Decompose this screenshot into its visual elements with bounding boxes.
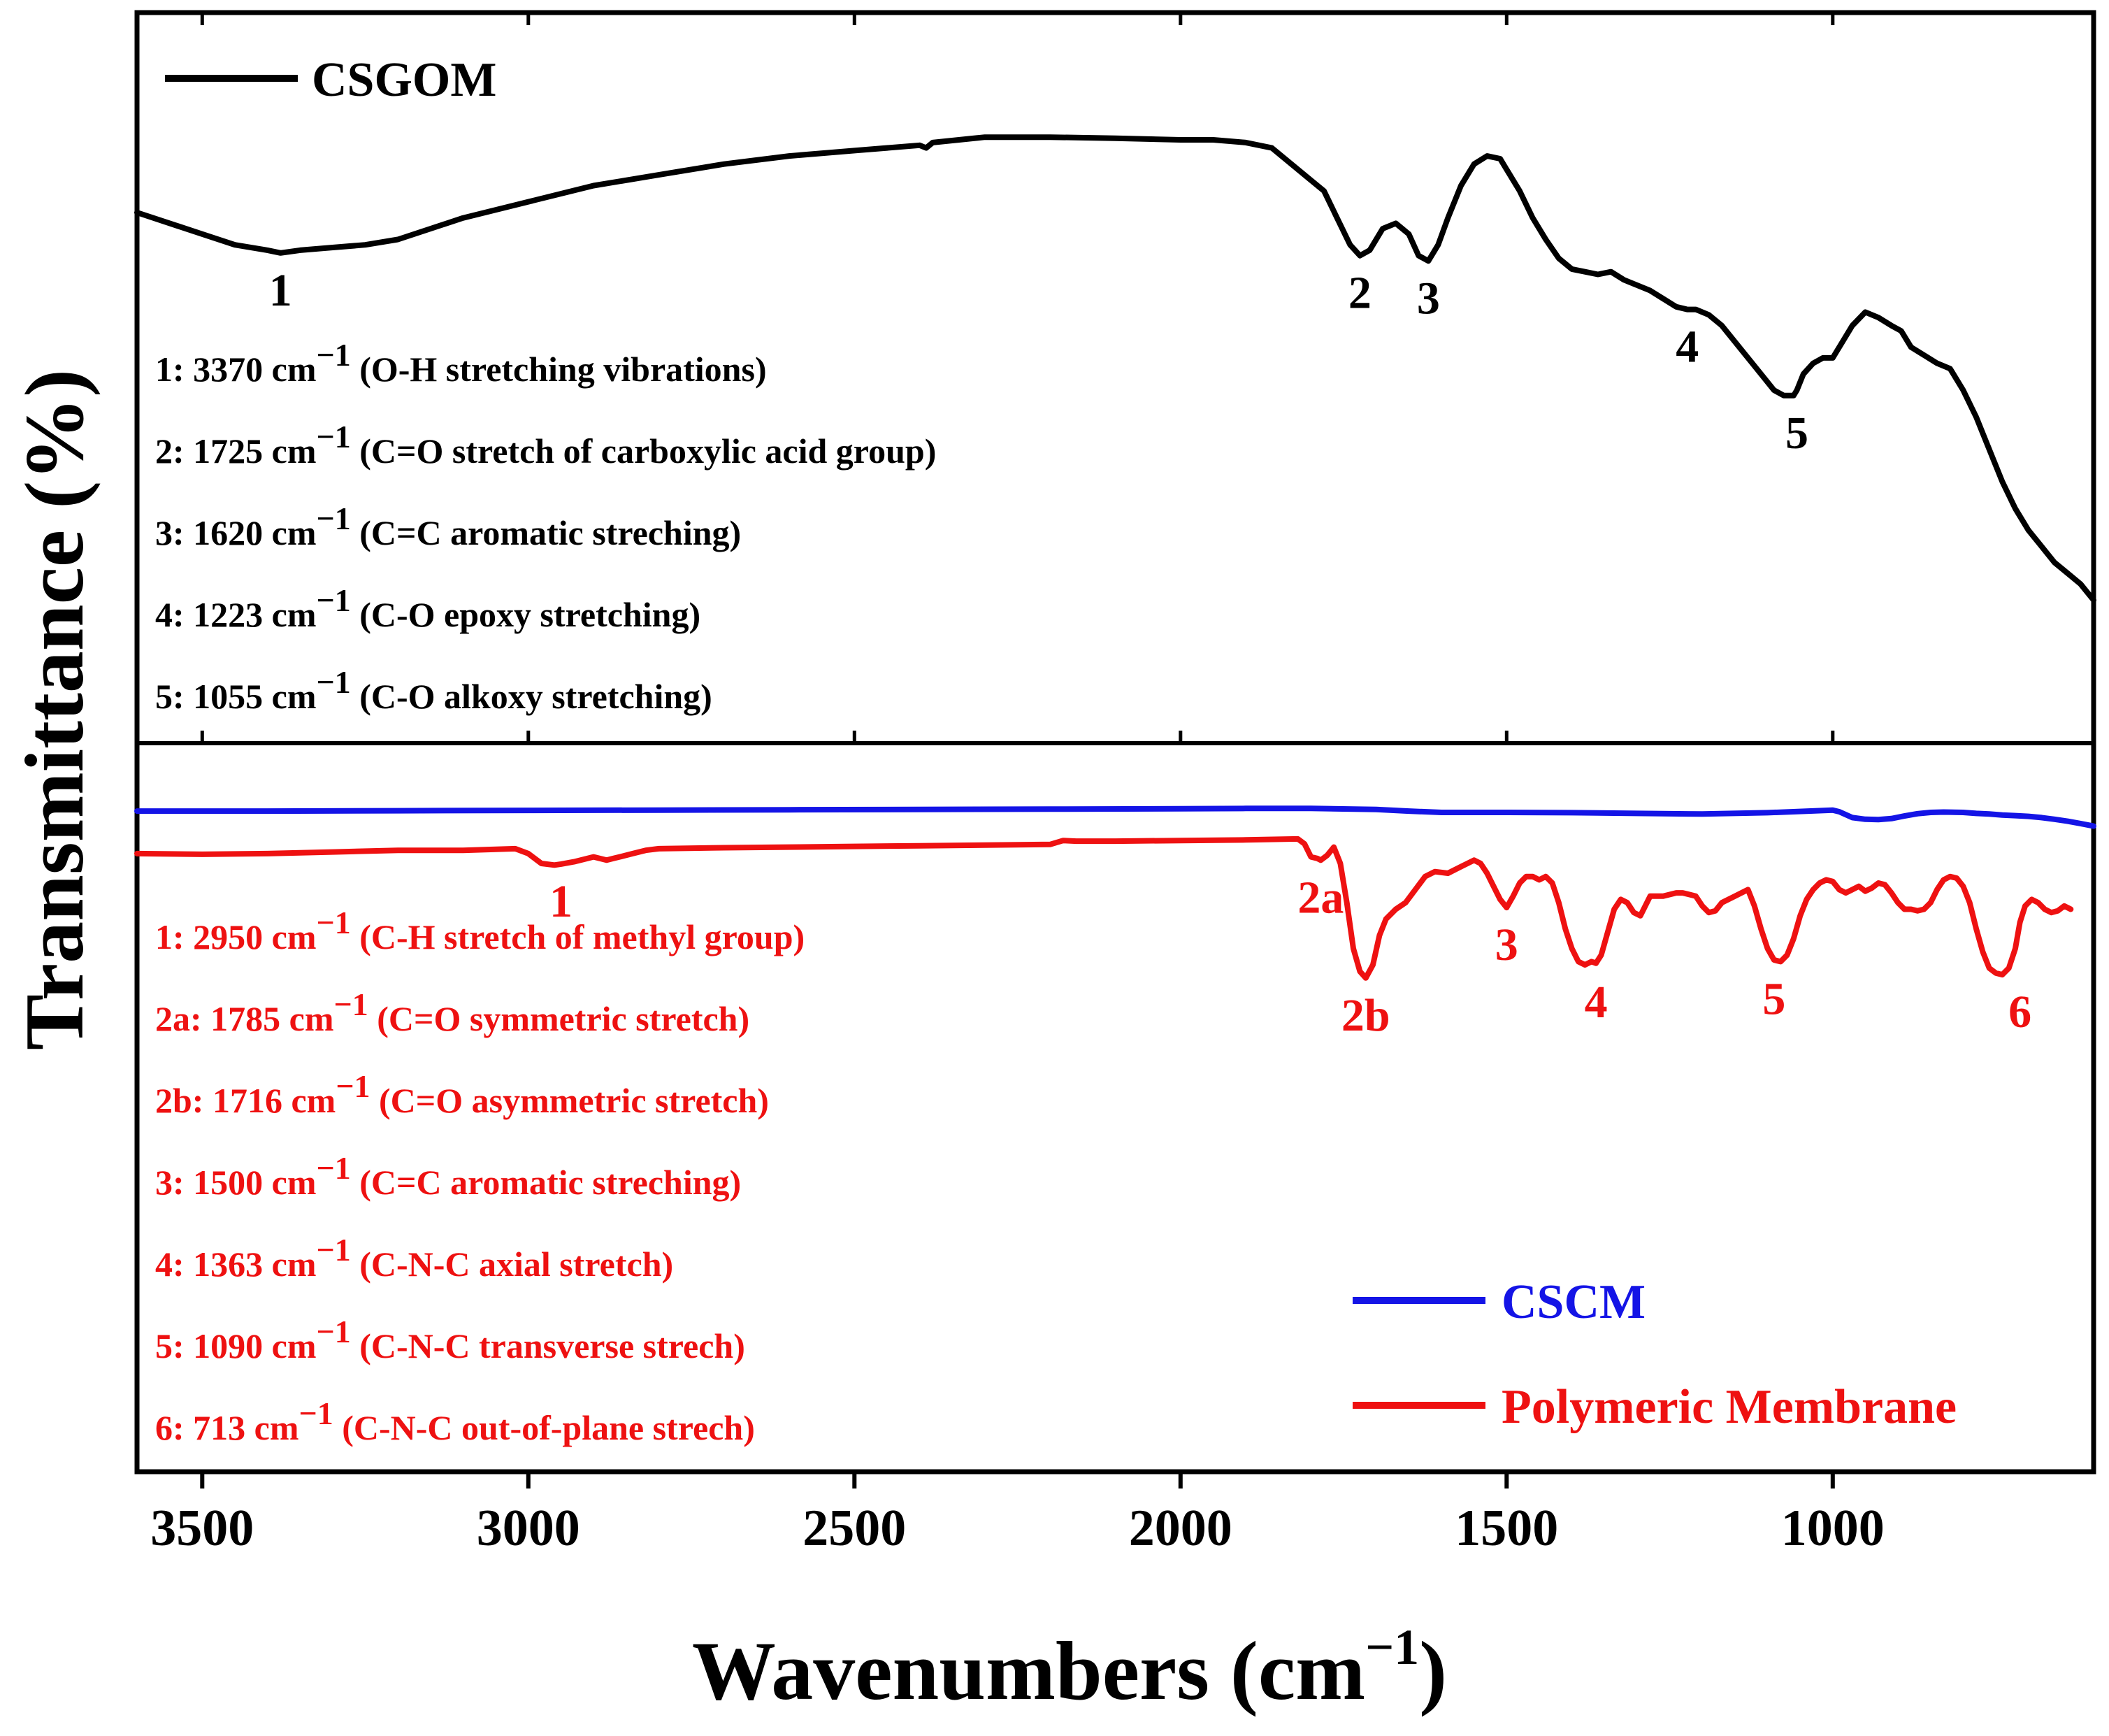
series-line-csgom bbox=[134, 134, 2096, 603]
annotation-polymeric: 2a: 1785 cm−1 (C=O symmetric stretch) bbox=[155, 987, 749, 1038]
annotation-prefix: 3: 1500 cm bbox=[155, 1163, 317, 1202]
x-axis-title-superscript: −1 bbox=[1365, 1619, 1419, 1675]
annotation-suffix: (C=O asymmetric stretch) bbox=[370, 1081, 769, 1120]
annotation-suffix: (C=O symmetric stretch) bbox=[368, 999, 749, 1038]
annotation-suffix: (C-O epoxy stretching) bbox=[351, 595, 700, 634]
x-axis-title: Wavenumbers (cm−1) bbox=[692, 1619, 1447, 1717]
annotation-csgom: 1: 3370 cm−1 (O-H stretching vibrations) bbox=[155, 337, 767, 389]
series-line-cscm bbox=[134, 805, 2096, 829]
peak-label-csgom: 2 bbox=[1348, 268, 1372, 319]
annotation-csgom: 3: 1620 cm−1 (C=C aromatic streching) bbox=[155, 501, 741, 552]
x-tick-label: 1500 bbox=[1455, 1500, 1558, 1557]
annotation-suffix: (C=C aromatic streching) bbox=[351, 1163, 741, 1202]
annotation-prefix: 4: 1363 cm bbox=[155, 1244, 317, 1284]
annotation-csgom: 2: 1725 cm−1 (C=O stretch of carboxylic … bbox=[155, 419, 936, 471]
series-line-polymeric-membrane bbox=[134, 835, 2074, 981]
annotation-prefix: 1: 2950 cm bbox=[155, 917, 317, 956]
annotation-superscript: −1 bbox=[317, 1314, 351, 1349]
annotation-polymeric: 3: 1500 cm−1 (C=C aromatic streching) bbox=[155, 1150, 741, 1202]
peak-label-csgom: 5 bbox=[1785, 408, 1808, 459]
annotation-polymeric: 4: 1363 cm−1 (C-N-C axial stretch) bbox=[155, 1232, 673, 1284]
annotation-superscript: −1 bbox=[299, 1396, 333, 1431]
annotation-suffix: (C=O stretch of carboxylic acid group) bbox=[351, 431, 937, 471]
x-tick-label: 1000 bbox=[1781, 1500, 1885, 1557]
peak-label-polymeric: 4 bbox=[1585, 977, 1608, 1028]
peak-label-polymeric: 5 bbox=[1762, 973, 1785, 1024]
annotation-suffix: (C-N-C out-of-plane strech) bbox=[333, 1408, 755, 1447]
x-tick-label: 2500 bbox=[802, 1500, 906, 1557]
legend-label-polymeric-membrane: Polymeric Membrane bbox=[1502, 1380, 1957, 1434]
annotation-prefix: 5: 1055 cm bbox=[155, 677, 317, 716]
x-axis-title-main: Wavenumbers (cm bbox=[692, 1624, 1365, 1717]
annotation-superscript: −1 bbox=[317, 582, 351, 618]
peak-label-polymeric: 3 bbox=[1495, 919, 1518, 970]
annotation-suffix: (O-H stretching vibrations) bbox=[351, 350, 767, 389]
peak-label-polymeric: 6 bbox=[2008, 987, 2031, 1038]
x-axis: 3500 3000 2500 2000 1500 1000 bbox=[150, 13, 1885, 1557]
annotation-suffix: (C-O alkoxy stretching) bbox=[351, 677, 712, 716]
annotation-suffix: (C=C aromatic streching) bbox=[351, 513, 741, 552]
x-tick-label: 2000 bbox=[1129, 1500, 1232, 1557]
peak-label-polymeric: 2b bbox=[1341, 990, 1390, 1041]
annotation-superscript: −1 bbox=[317, 337, 351, 373]
peak-label-csgom: 3 bbox=[1417, 273, 1440, 324]
peak-label-csgom: 4 bbox=[1676, 322, 1699, 373]
peak-label-polymeric: 2a bbox=[1297, 872, 1344, 923]
annotation-csgom: 4: 1223 cm−1 (C-O epoxy stretching) bbox=[155, 582, 700, 634]
annotation-suffix: (C-N-C axial stretch) bbox=[351, 1244, 673, 1284]
annotation-suffix: (C-H stretch of methyl group) bbox=[351, 917, 805, 956]
peak-label-csgom: 1 bbox=[269, 265, 292, 316]
legend-label-csgom: CSGOM bbox=[312, 53, 496, 107]
annotation-prefix: 3: 1620 cm bbox=[155, 513, 317, 552]
annotation-prefix: 1: 3370 cm bbox=[155, 350, 317, 389]
annotation-prefix: 4: 1223 cm bbox=[155, 595, 317, 634]
annotation-polymeric: 1: 2950 cm−1 (C-H stretch of methyl grou… bbox=[155, 905, 805, 956]
annotation-prefix: 2b: 1716 cm bbox=[155, 1081, 336, 1120]
annotation-prefix: 2a: 1785 cm bbox=[155, 999, 334, 1038]
annotation-polymeric: 6: 713 cm−1 (C-N-C out-of-plane strech) bbox=[155, 1396, 755, 1447]
annotation-superscript: −1 bbox=[317, 419, 351, 454]
x-tick-label: 3000 bbox=[477, 1500, 580, 1557]
annotation-superscript: −1 bbox=[317, 501, 351, 536]
annotation-polymeric: 5: 1090 cm−1 (C-N-C transverse strech) bbox=[155, 1314, 745, 1365]
axes-layer bbox=[134, 10, 2096, 1475]
annotation-prefix: 6: 713 cm bbox=[155, 1408, 299, 1447]
annotation-prefix: 2: 1725 cm bbox=[155, 431, 317, 471]
x-tick-label: 3500 bbox=[150, 1500, 254, 1557]
annotation-superscript: −1 bbox=[336, 1068, 370, 1104]
annotation-csgom: 5: 1055 cm−1 (C-O alkoxy stretching) bbox=[155, 664, 712, 716]
annotation-superscript: −1 bbox=[317, 1150, 351, 1186]
peak-label-polymeric: 1 bbox=[549, 876, 573, 927]
annotation-suffix: (C-N-C transverse strech) bbox=[351, 1326, 745, 1365]
annotation-superscript: −1 bbox=[317, 1232, 351, 1268]
annotation-superscript: −1 bbox=[317, 905, 351, 940]
annotation-superscript: −1 bbox=[334, 987, 368, 1022]
x-axis-title-close: ) bbox=[1419, 1624, 1447, 1717]
annotation-superscript: −1 bbox=[317, 664, 351, 700]
annotation-prefix: 5: 1090 cm bbox=[155, 1326, 317, 1365]
annotation-polymeric: 2b: 1716 cm−1 (C=O asymmetric stretch) bbox=[155, 1068, 769, 1120]
legend-label-cscm: CSCM bbox=[1502, 1275, 1646, 1329]
y-axis-title: Transmittance (%) bbox=[8, 369, 101, 1050]
